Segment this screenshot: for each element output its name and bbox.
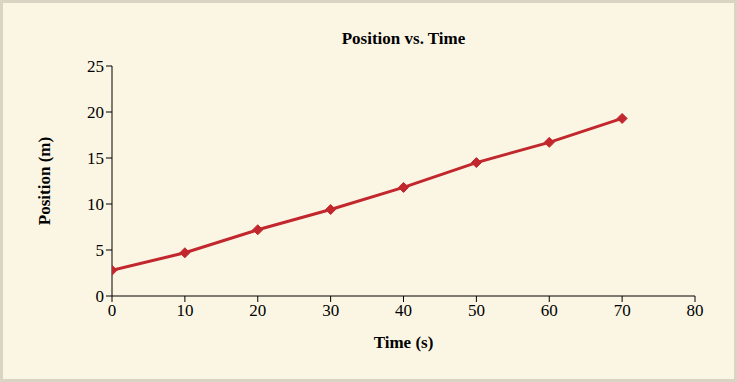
svg-text:10: 10 — [87, 195, 104, 214]
svg-text:15: 15 — [87, 149, 104, 168]
svg-text:Position (m): Position (m) — [35, 137, 54, 225]
svg-text:0: 0 — [96, 287, 105, 306]
html-text:Position vs. Time: Position vs. Time — [341, 29, 466, 48]
svg-text:20: 20 — [87, 103, 104, 122]
svg-text:Time (s): Time (s) — [374, 333, 434, 352]
svg-text:40: 40 — [395, 301, 412, 320]
svg-text:30: 30 — [322, 301, 339, 320]
svg-text:50: 50 — [468, 301, 485, 320]
svg-text:0: 0 — [108, 301, 117, 320]
svg-text:70: 70 — [614, 301, 631, 320]
svg-text:20: 20 — [249, 301, 266, 320]
svg-text:80: 80 — [687, 301, 704, 320]
svg-text:25: 25 — [87, 57, 104, 76]
svg-text:5: 5 — [96, 241, 105, 260]
svg-text:10: 10 — [176, 301, 193, 320]
svg-text:60: 60 — [541, 301, 558, 320]
